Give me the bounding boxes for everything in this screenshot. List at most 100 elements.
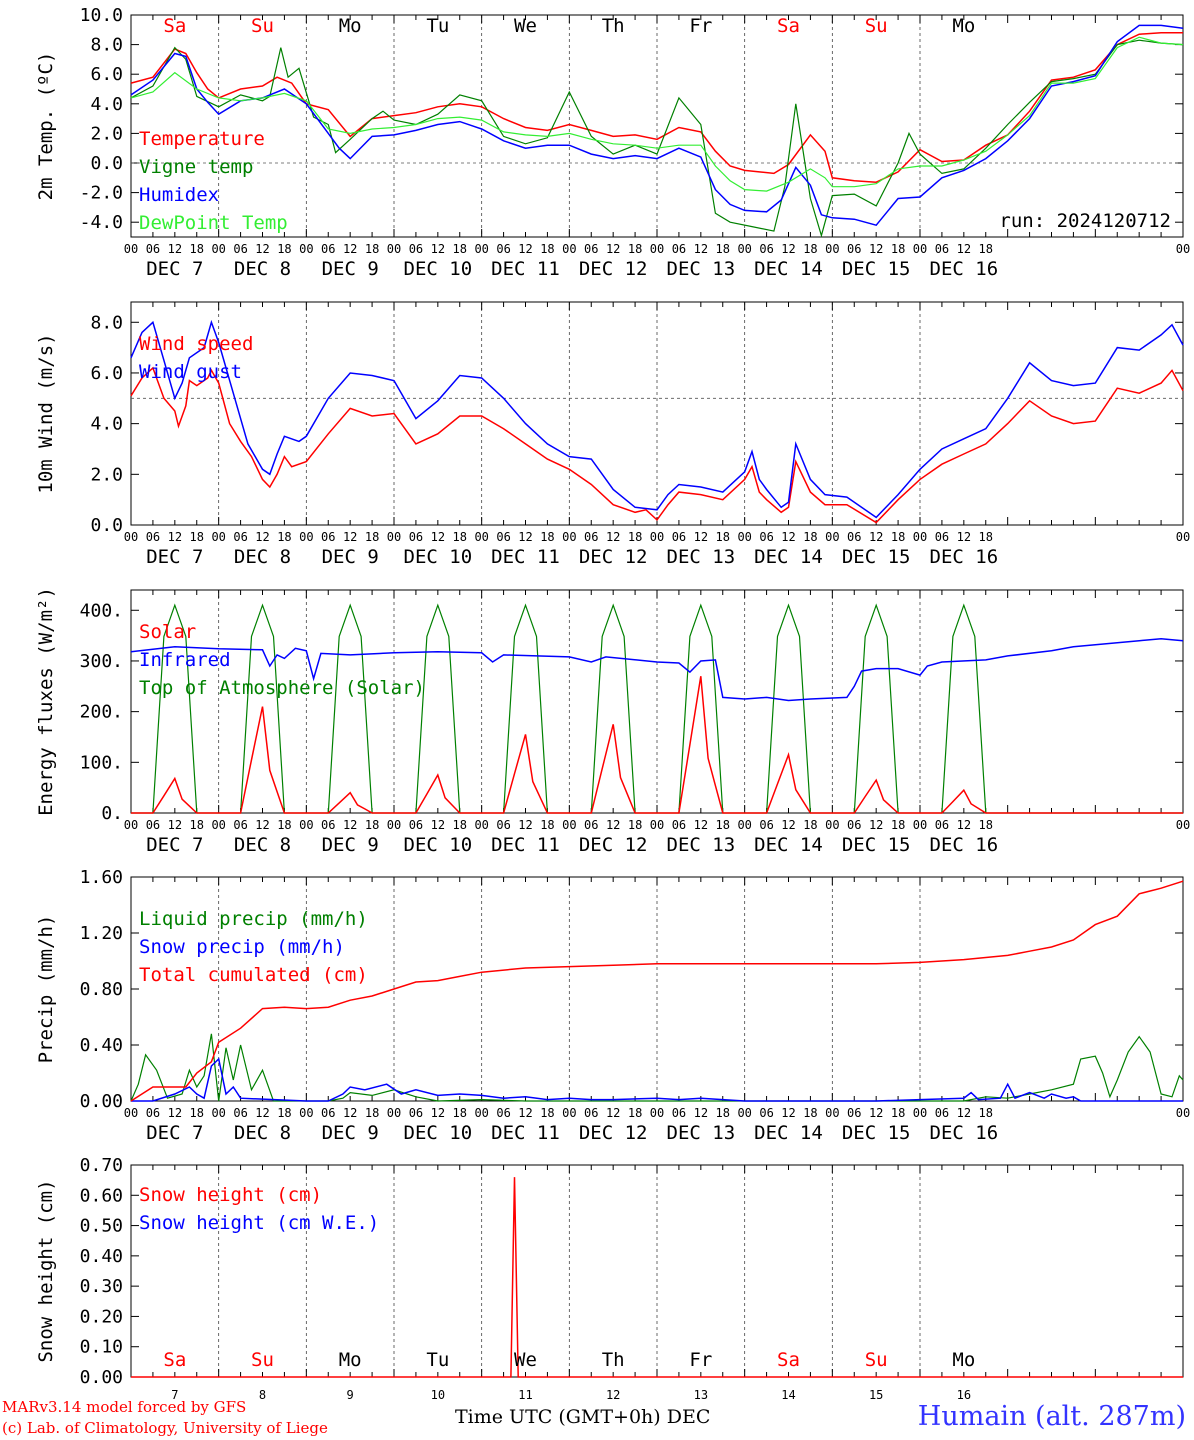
panel-temp-hour-tick: 18 (891, 242, 905, 256)
panel-flux-hour-tick: 06 (935, 818, 949, 832)
panel-temp-hour-tick: 12 (168, 242, 182, 256)
panel-wind-hour-tick: 00 (825, 530, 839, 544)
panel-temp-hour-tick: 06 (672, 242, 686, 256)
panel-temp-hour-tick: 12 (781, 242, 795, 256)
panel-flux-hour-tick: 00 (124, 818, 138, 832)
y-tick-label: 4.0 (90, 94, 123, 115)
day-number: 15 (869, 1388, 883, 1402)
panel-flux-hour-tick: 06 (759, 818, 773, 832)
panel-wind-date-label: DEC 13 (667, 546, 736, 568)
day-number: 9 (347, 1388, 354, 1402)
panel-flux-hour-tick: 18 (540, 818, 554, 832)
legend-entry: Temperature (139, 128, 265, 150)
panel-temp-hour-tick: 12 (957, 242, 971, 256)
panel-wind-hour-tick: 00 (737, 530, 751, 544)
panel-temp-hour-tick: 12 (869, 242, 883, 256)
panel-precip-hour-tick: 18 (803, 1106, 817, 1120)
panel-precip-date-label: DEC 7 (146, 1122, 203, 1144)
panel-wind-hour-tick: 06 (847, 530, 861, 544)
panel-flux-hour-tick: 00 (737, 818, 751, 832)
y-tick-label: 2.0 (90, 464, 123, 485)
y-tick-label: 0.10 (80, 1337, 123, 1358)
panel-precip-hour-tick: 12 (869, 1106, 883, 1120)
panel-precip-hour-tick: 00 (825, 1106, 839, 1120)
y-axis-title: Energy fluxes (W/m²) (35, 587, 57, 816)
y-tick-label: 1.60 (80, 867, 123, 888)
panel-wind-hour-tick: 00 (211, 530, 225, 544)
legend-entry: Top of Atmosphere (Solar) (139, 677, 425, 699)
panel-flux-hour-tick: 18 (891, 818, 905, 832)
panel-wind-date-label: DEC 16 (930, 546, 999, 568)
panel-temp-hour-tick: 12 (694, 242, 708, 256)
panel-wind-date-label: DEC 9 (322, 546, 379, 568)
panel-precip (130, 876, 1184, 1102)
series-infrared (130, 637, 1184, 702)
series-snow-height-cm- (131, 1177, 1183, 1378)
xaxis-month: DEC (666, 1406, 711, 1428)
panel-wind-hour-tick: 06 (935, 530, 949, 544)
panel-flux-hour-tick: 00 (211, 818, 225, 832)
panel-wind-hour-tick: 06 (672, 530, 686, 544)
panel-flux-hour-tick: 12 (781, 818, 795, 832)
series-dewpoint-temp (130, 36, 1184, 192)
station-name: Humain (alt. 287m) (917, 1401, 1186, 1432)
y-tick-label: 0.00 (80, 1367, 123, 1388)
panel-flux-date-label: DEC 12 (579, 834, 648, 856)
y-tick-label: 0.40 (80, 1035, 123, 1056)
panel-temp-hour-tick: 06 (146, 242, 160, 256)
panel-wind-hour-tick: 12 (606, 530, 620, 544)
y-tick-label: 0.60 (80, 1185, 123, 1206)
panel-flux-hour-tick: 12 (168, 818, 182, 832)
panel-flux-hour-tick: 18 (277, 818, 291, 832)
panel-wind-hour-tick: 06 (759, 530, 773, 544)
day-number: 16 (957, 1388, 971, 1402)
legend-entry: Snow height (cm W.E.) (139, 1212, 379, 1234)
y-tick-label: 6.0 (90, 363, 123, 384)
panel-temp-hour-tick: 18 (190, 242, 204, 256)
panel-precip-date-label: DEC 14 (754, 1122, 823, 1144)
weekday-label: Su (251, 15, 274, 37)
panel-flux-hour-tick: 00 (825, 818, 839, 832)
panel-wind-hour-tick: 06 (321, 530, 335, 544)
y-tick-label: 0.20 (80, 1306, 123, 1327)
panel-flux (130, 589, 1184, 814)
panel-temp-hour-tick: 06 (584, 242, 598, 256)
panel-temp-hour-tick: 00 (650, 242, 664, 256)
day-number: 8 (259, 1388, 266, 1402)
day-number: 12 (606, 1388, 620, 1402)
panel-temp-hour-tick: 12 (255, 242, 269, 256)
panel-flux-hour-tick: 18 (628, 818, 642, 832)
panel-flux-hour-tick: 12 (869, 818, 883, 832)
series-total-cumulated-cm- (130, 880, 1184, 1102)
panel-wind-hour-tick: 18 (190, 530, 204, 544)
panel-temp-hour-tick: 18 (628, 242, 642, 256)
panel-precip-hour-tick: 18 (453, 1106, 467, 1120)
panel-wind-hour-tick: 18 (453, 530, 467, 544)
panel-flux-hour-tick: 12 (518, 818, 532, 832)
panel-precip-hour-tick: 00 (124, 1106, 138, 1120)
panel-temp-date-label: DEC 12 (579, 258, 648, 280)
panel-precip-hour-tick: 06 (321, 1106, 335, 1120)
panel-temp-hour-tick: 18 (716, 242, 730, 256)
panel-flux-hour-tick: 18 (803, 818, 817, 832)
weekday-label: Sa (777, 1349, 800, 1371)
panel-wind-hour-tick: 18 (540, 530, 554, 544)
y-tick-label: -4.0 (80, 212, 123, 233)
panel-wind-date-label: DEC 11 (491, 546, 560, 568)
panel-precip-hour-tick: 18 (628, 1106, 642, 1120)
panel-wind-hour-tick: 00 (387, 530, 401, 544)
panel-flux-hour-tick: 06 (409, 818, 423, 832)
panel-temp-hour-tick: 00 (124, 242, 138, 256)
panel-flux-hour-tick: 00 (387, 818, 401, 832)
y-tick-label: 0.0 (90, 515, 123, 536)
weekday-label: We (514, 1349, 537, 1371)
panel-wind-hour-tick: 18 (365, 530, 379, 544)
panel-flux-date-label: DEC 14 (754, 834, 823, 856)
legend-entry: Wind gust (139, 361, 242, 383)
panel-flux-hour-tick: 00 (1176, 818, 1190, 832)
panel-wind-hour-tick: 12 (343, 530, 357, 544)
panel-wind-hour-tick: 06 (409, 530, 423, 544)
panel-precip-hour-tick: 06 (584, 1106, 598, 1120)
panel-precip-hour-tick: 00 (650, 1106, 664, 1120)
panel-precip-hour-tick: 00 (1176, 1106, 1190, 1120)
